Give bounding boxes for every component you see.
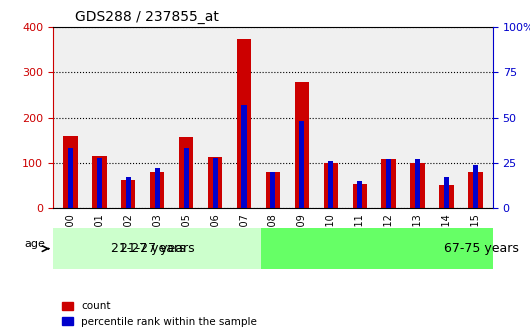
Bar bbox=[213, 158, 218, 208]
Bar bbox=[92, 156, 107, 208]
Bar bbox=[270, 172, 276, 208]
Bar bbox=[469, 172, 483, 208]
Bar bbox=[179, 137, 193, 208]
Bar bbox=[126, 177, 131, 208]
Text: age: age bbox=[24, 239, 45, 249]
Bar bbox=[150, 172, 164, 208]
Legend: count, percentile rank within the sample: count, percentile rank within the sample bbox=[58, 297, 261, 331]
Bar bbox=[352, 184, 367, 208]
Bar bbox=[357, 181, 363, 208]
Bar bbox=[295, 82, 309, 208]
Text: 21-27 years: 21-27 years bbox=[120, 242, 195, 255]
Bar bbox=[439, 185, 454, 208]
Bar bbox=[68, 149, 73, 208]
Text: 21-27 years: 21-27 years bbox=[111, 242, 186, 255]
Bar bbox=[328, 161, 333, 208]
Bar bbox=[208, 157, 222, 208]
Bar bbox=[444, 177, 449, 208]
FancyBboxPatch shape bbox=[53, 228, 261, 269]
Bar bbox=[324, 163, 338, 208]
Bar bbox=[242, 105, 246, 208]
Bar bbox=[121, 180, 136, 208]
Bar bbox=[63, 136, 77, 208]
Bar bbox=[386, 159, 391, 208]
Bar bbox=[155, 168, 160, 208]
Bar bbox=[299, 121, 304, 208]
Bar bbox=[266, 172, 280, 208]
FancyBboxPatch shape bbox=[261, 228, 510, 269]
Bar bbox=[410, 163, 425, 208]
Bar bbox=[237, 39, 251, 208]
Bar bbox=[473, 165, 478, 208]
Bar bbox=[415, 159, 420, 208]
Text: GDS288 / 237855_at: GDS288 / 237855_at bbox=[75, 10, 219, 25]
Bar bbox=[382, 159, 396, 208]
Text: 67-75 years: 67-75 years bbox=[444, 242, 519, 255]
Bar bbox=[183, 149, 189, 208]
Bar bbox=[97, 158, 102, 208]
